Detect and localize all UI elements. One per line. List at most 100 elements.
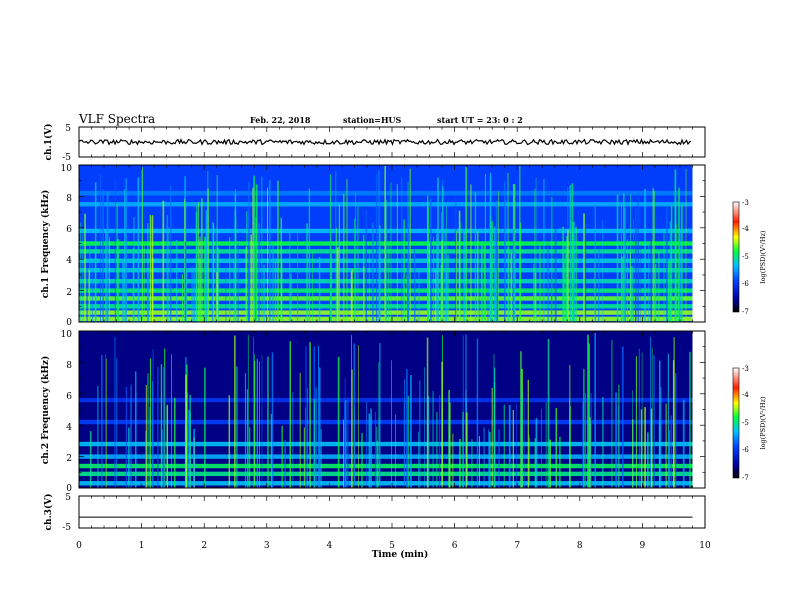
x-tick-label: 1 bbox=[139, 541, 145, 551]
spectrogram-streak bbox=[459, 222, 461, 322]
spectrogram-streak bbox=[184, 241, 187, 322]
spectrogram-streak bbox=[152, 258, 154, 322]
spectrogram-streak bbox=[427, 206, 429, 322]
spectrogram-streak bbox=[541, 409, 542, 488]
spectrogram-streak bbox=[343, 402, 346, 488]
spectrogram-streak bbox=[317, 345, 320, 488]
spectrogram-streak bbox=[452, 433, 454, 488]
spectrogram-streak bbox=[338, 227, 340, 322]
spectrogram-streak bbox=[669, 261, 671, 322]
spectrogram-streak bbox=[149, 407, 151, 488]
spectrogram-streak bbox=[330, 254, 333, 322]
spectrogram-streak bbox=[489, 431, 491, 488]
spectrogram-streak bbox=[246, 389, 249, 488]
spectrogram-streak bbox=[631, 265, 633, 322]
spectrogram-streak bbox=[114, 337, 116, 488]
spectrogram-streak bbox=[529, 438, 531, 488]
spectrogram-band bbox=[79, 454, 693, 459]
spectrogram-streak bbox=[567, 229, 569, 322]
spectrogram-streak bbox=[135, 392, 137, 488]
spectrogram-streak bbox=[225, 265, 227, 322]
spectrogram-streak bbox=[447, 254, 449, 322]
spectrogram-streak bbox=[204, 236, 206, 322]
spectrogram-streak bbox=[666, 206, 668, 322]
spectrogram-streak bbox=[583, 213, 585, 322]
spectrogram-streak bbox=[290, 274, 292, 322]
spectrogram-streak bbox=[410, 374, 412, 488]
spectrogram-streak bbox=[86, 267, 88, 322]
spectrogram-streak bbox=[267, 356, 269, 488]
spectrogram-streak bbox=[171, 354, 172, 488]
spectrogram-streak bbox=[312, 250, 313, 322]
spectrogram-streak bbox=[376, 440, 378, 488]
spectrogram-streak bbox=[478, 245, 480, 322]
spectrogram-streak bbox=[505, 199, 507, 322]
spectrogram-streak bbox=[147, 270, 149, 322]
spectrogram-streak bbox=[406, 274, 408, 322]
spectrogram-streak bbox=[602, 397, 604, 488]
spectrogram-streak bbox=[237, 243, 239, 322]
spectrogram-streak bbox=[442, 186, 444, 322]
spectrogram-streak bbox=[358, 345, 360, 488]
spectrogram-streak bbox=[448, 402, 451, 488]
spectrogram-streak bbox=[97, 385, 99, 488]
spectrogram-streak bbox=[510, 253, 513, 322]
spectrogram-streak bbox=[245, 246, 247, 322]
spectrogram-streak bbox=[256, 358, 258, 488]
spectrogram-streak bbox=[611, 339, 613, 488]
spectrogram-streak bbox=[376, 426, 378, 488]
spectrogram-streak bbox=[407, 261, 408, 322]
spectrogram-streak bbox=[82, 233, 84, 322]
spectrogram-streak bbox=[456, 230, 458, 322]
ch1-colorbar-tick-m3: -3 bbox=[742, 199, 749, 207]
spectrogram-streak bbox=[318, 256, 321, 322]
spectrogram-streak bbox=[390, 182, 392, 322]
spectrogram-streak bbox=[80, 222, 81, 322]
ch2-colorbar-tick-m6: -6 bbox=[742, 446, 749, 454]
spectrogram-streak bbox=[512, 410, 514, 488]
spectrogram-streak bbox=[254, 244, 256, 322]
spectrogram-streak bbox=[249, 246, 250, 322]
ch2-ytick-10: 10 bbox=[61, 330, 73, 340]
spectrogram-streak bbox=[137, 177, 140, 322]
spectrogram-streak bbox=[234, 209, 236, 322]
spectrogram-streak bbox=[667, 261, 670, 322]
spectrogram-streak bbox=[680, 204, 683, 322]
ch2-ytick-8: 8 bbox=[66, 361, 72, 371]
spectrogram-streak bbox=[266, 187, 268, 322]
spectrogram-streak bbox=[441, 361, 443, 488]
spectrogram-streak bbox=[624, 207, 626, 322]
spectrogram-streak bbox=[638, 348, 640, 488]
spectrogram-streak bbox=[229, 236, 231, 322]
spectrogram-streak bbox=[407, 212, 410, 322]
x-tick-label: 7 bbox=[514, 541, 520, 551]
ch1-ytick-4: 4 bbox=[66, 256, 72, 266]
spectrogram-streak bbox=[167, 227, 169, 322]
spectrogram-streak bbox=[571, 183, 574, 322]
ch1-colorbar-tick-m7: -7 bbox=[742, 308, 749, 316]
spectrogram-streak bbox=[681, 203, 683, 322]
spectrogram-streak bbox=[674, 373, 677, 488]
spectrogram-streak bbox=[535, 418, 538, 488]
spectrogram-streak bbox=[308, 188, 311, 322]
header-station: station=HUS bbox=[343, 115, 402, 125]
spectrogram-streak bbox=[388, 244, 389, 322]
spectrogram-streak bbox=[466, 412, 468, 488]
spectrogram-streak bbox=[677, 271, 679, 322]
spectrogram-streak bbox=[253, 175, 255, 322]
spectrogram-streak bbox=[133, 217, 135, 322]
spectrogram-streak bbox=[181, 274, 183, 322]
spectrogram-streak bbox=[289, 232, 291, 322]
spectrogram-band bbox=[79, 481, 693, 486]
spectrogram-streak bbox=[116, 358, 118, 488]
spectrogram-streak bbox=[199, 258, 201, 322]
spectrogram-streak bbox=[539, 244, 541, 322]
spectrogram-streak bbox=[211, 221, 214, 322]
spectrogram-streak bbox=[143, 243, 145, 322]
spectrogram-streak bbox=[478, 435, 480, 488]
x-tick-label: 5 bbox=[389, 541, 395, 551]
spectrogram-streak bbox=[658, 360, 661, 488]
spectrogram-streak bbox=[459, 438, 461, 488]
spectrogram-streak bbox=[650, 408, 653, 488]
spectrogram-streak bbox=[549, 439, 552, 488]
